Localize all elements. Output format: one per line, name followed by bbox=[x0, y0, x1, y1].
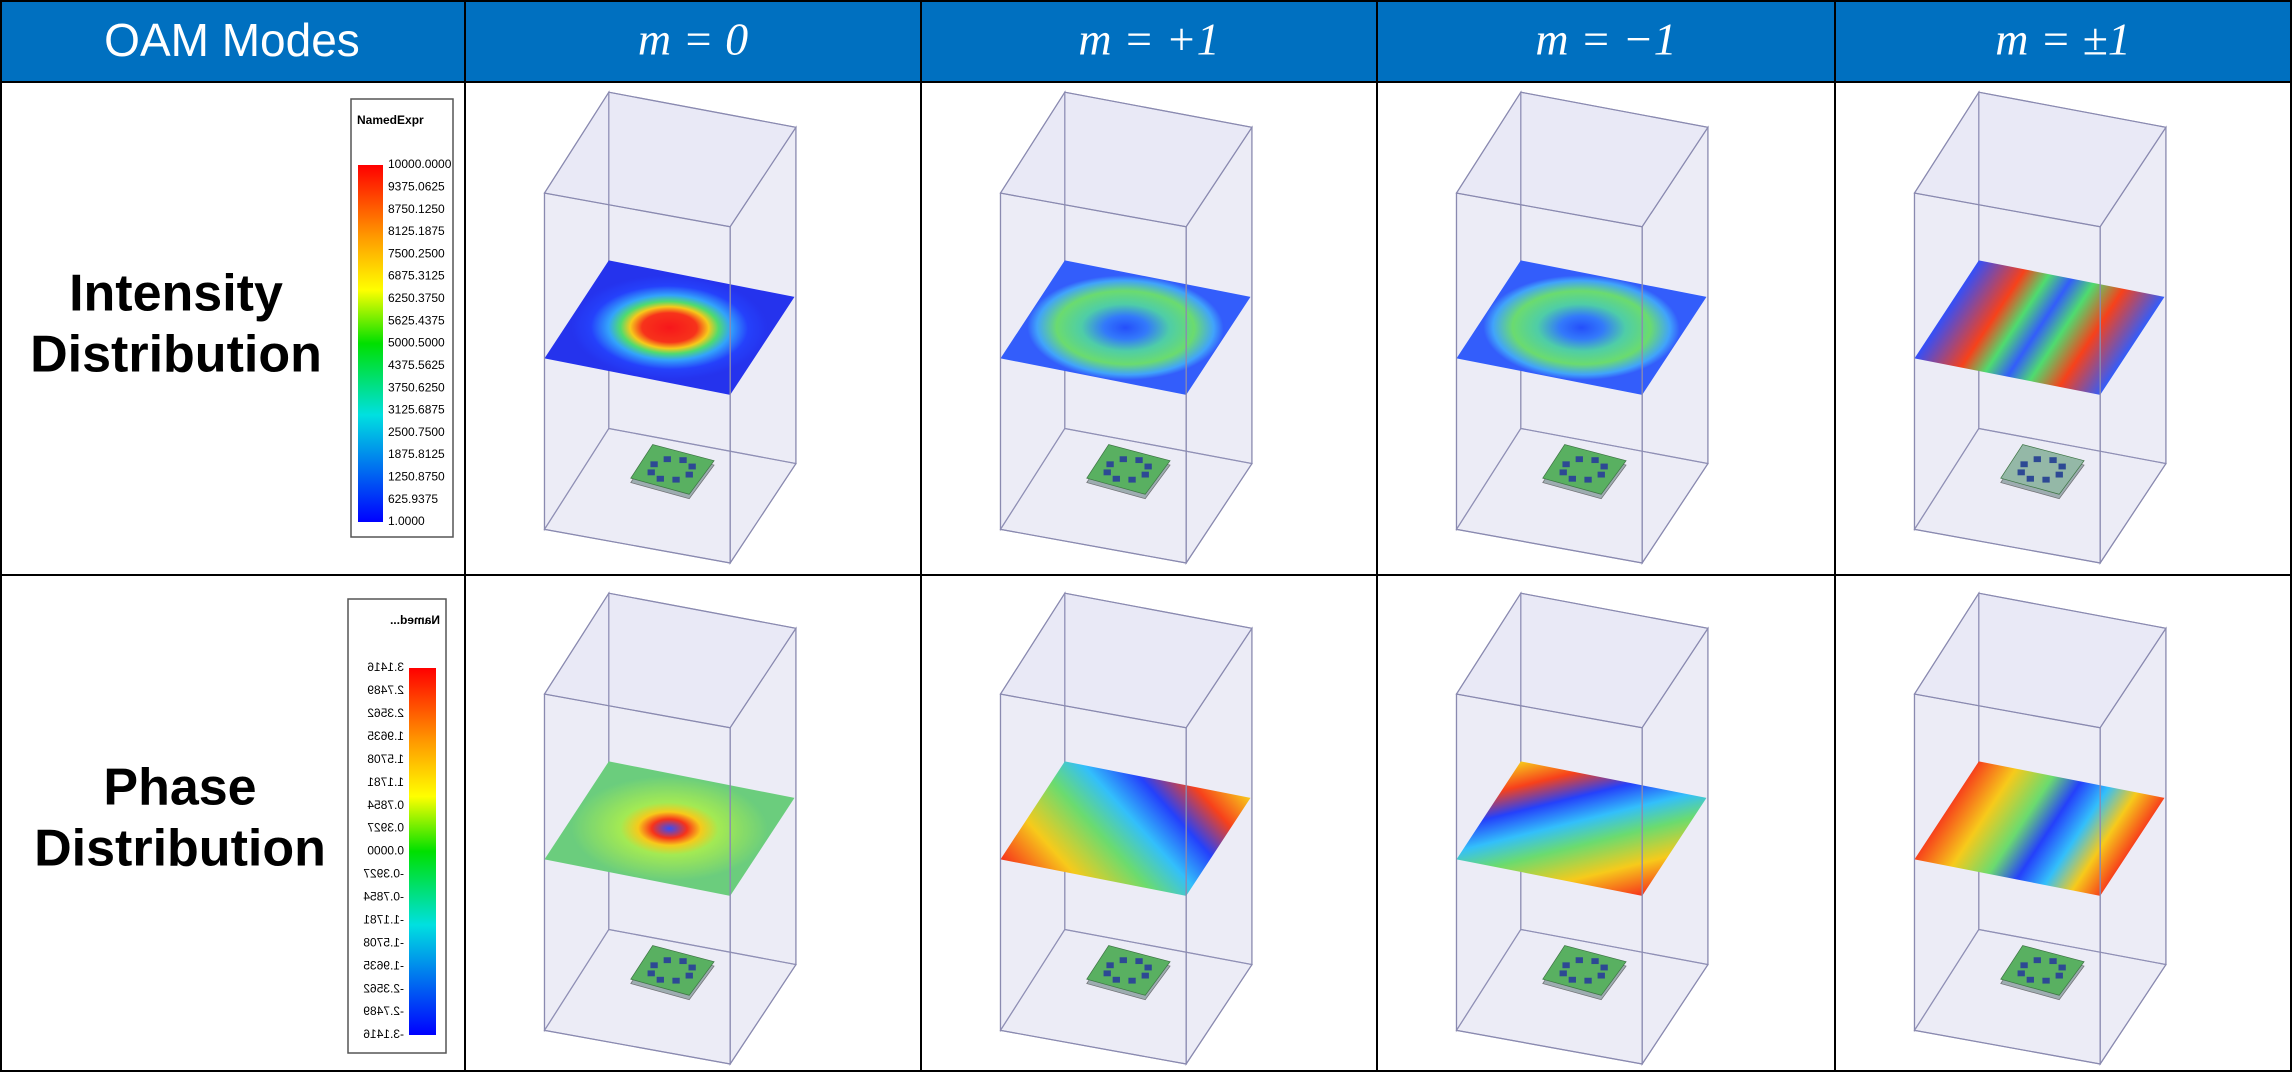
header-cell: m = 0 bbox=[638, 14, 748, 65]
legend-tick-label: 0.0000 bbox=[367, 844, 404, 858]
legend-tick-label: 3125.6875 bbox=[388, 403, 445, 417]
row-label: Intensity bbox=[69, 265, 283, 323]
legend-tick-label: 9375.0625 bbox=[388, 179, 445, 193]
page: {"header": {"columns": ["OAM Modes", "m … bbox=[0, 0, 2292, 1072]
legend-tick-label: 5625.4375 bbox=[388, 313, 445, 327]
legend-tick-label: -0.7854 bbox=[363, 890, 404, 904]
simulation-view bbox=[1914, 593, 2165, 1064]
box-face bbox=[1914, 193, 2100, 563]
legend-tick-label: 8125.1875 bbox=[388, 224, 445, 238]
legend-tick-label: 1250.8750 bbox=[388, 470, 445, 484]
color-bar bbox=[358, 165, 383, 522]
legend-tick-label: 5000.5000 bbox=[388, 336, 445, 350]
color-bar bbox=[409, 668, 436, 1035]
simulation-view bbox=[544, 593, 795, 1064]
box-face bbox=[1456, 193, 1642, 563]
legend-tick-label: 1.1781 bbox=[367, 775, 404, 789]
legend-tick-label: 7500.2500 bbox=[388, 246, 445, 260]
legend-tick-label: -1.9635 bbox=[363, 958, 404, 972]
box-face bbox=[1000, 193, 1186, 563]
legend-tick-label: 8750.1250 bbox=[388, 202, 445, 216]
legend-tick-label: -1.1781 bbox=[363, 912, 404, 926]
legend-tick-label: -1.5708 bbox=[363, 935, 404, 949]
legend-tick-label: 10000.0000 bbox=[388, 157, 452, 171]
legend-tick-label: -2.3562 bbox=[363, 981, 404, 995]
legend-tick-label: 3750.6250 bbox=[388, 380, 445, 394]
simulation-view bbox=[1000, 593, 1251, 1064]
header-cell: OAM Modes bbox=[104, 14, 360, 66]
legend-tick-label: 1875.8125 bbox=[388, 447, 445, 461]
row-label: Distribution bbox=[34, 820, 326, 878]
simulation-view bbox=[1000, 92, 1251, 563]
legend-tick-label: -3.1416 bbox=[363, 1027, 404, 1041]
legend-tick-label: -0.3927 bbox=[363, 867, 404, 881]
header-cell: m = ±1 bbox=[1995, 14, 2131, 65]
legend-tick-label: 2500.7500 bbox=[388, 425, 445, 439]
row-label: Phase bbox=[103, 759, 256, 817]
legend-tick-label: 1.5708 bbox=[367, 752, 404, 766]
simulation-view bbox=[544, 92, 795, 563]
legend-tick-label: 625.9375 bbox=[388, 492, 438, 506]
legend-tick-label: 2.7489 bbox=[367, 683, 404, 697]
header-cell: m = −1 bbox=[1535, 14, 1676, 65]
simulation-view bbox=[1456, 92, 1707, 563]
legend-tick-label: 6250.3750 bbox=[388, 291, 445, 305]
legend-tick-label: 0.3927 bbox=[367, 821, 404, 835]
color-legend: Named... 3.1416 2.7489 2.3562 1.9635 1.5708 1.… bbox=[348, 599, 446, 1053]
box-face bbox=[544, 694, 730, 1064]
color-legend: NamedExpr 10000.0000 9375.0625 8750.1250 812… bbox=[351, 99, 453, 537]
simulation-view bbox=[1914, 92, 2165, 563]
legend-tick-label: 3.1416 bbox=[367, 660, 404, 674]
legend-tick-label: 1.0000 bbox=[388, 514, 425, 528]
row-label: Distribution bbox=[30, 326, 322, 384]
box-face bbox=[1000, 694, 1186, 1064]
box-face bbox=[1914, 694, 2100, 1064]
figure: OAM Modes m = 0 m = +1 m = −1 m = ±1 Int… bbox=[0, 0, 2292, 1072]
legend-tick-label: 2.3562 bbox=[367, 706, 404, 720]
legend-tick-label: 4375.5625 bbox=[388, 358, 445, 372]
legend-tick-label: 1.9635 bbox=[367, 729, 404, 743]
legend-title: Named... bbox=[390, 613, 440, 627]
legend-tick-label: 0.7854 bbox=[367, 798, 404, 812]
box-face bbox=[1456, 694, 1642, 1064]
legend-title: NamedExpr bbox=[357, 113, 424, 127]
simulation-view bbox=[1456, 593, 1707, 1064]
legend-tick-label: 6875.3125 bbox=[388, 269, 445, 283]
legend-tick-label: -2.7489 bbox=[363, 1004, 404, 1018]
box-face bbox=[544, 193, 730, 563]
header-cell: m = +1 bbox=[1078, 14, 1219, 65]
